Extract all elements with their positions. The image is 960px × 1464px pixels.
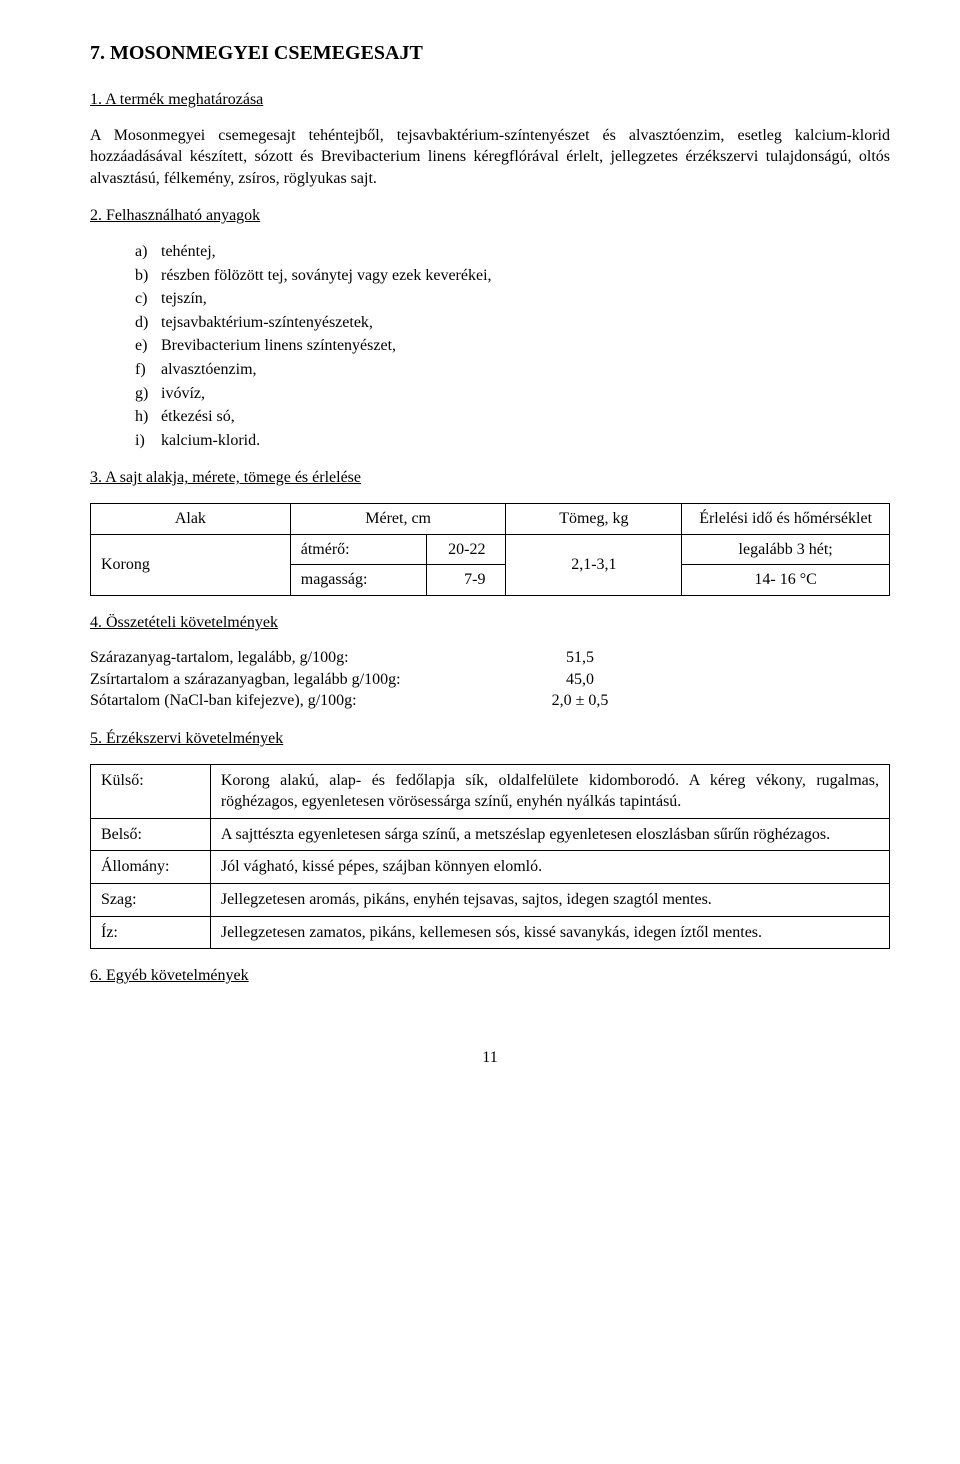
- sensory-desc: Korong alakú, alap- és fedőlapja sík, ol…: [210, 764, 889, 818]
- th-meret: Méret, cm: [290, 503, 506, 534]
- page-number: 11: [90, 1047, 890, 1069]
- list-letter: f): [135, 359, 161, 381]
- th-alak: Alak: [91, 503, 291, 534]
- section-1-head: 1. A termék meghatározása: [90, 89, 890, 111]
- list-item: c)tejszín,: [135, 288, 890, 310]
- composition-row: Szárazanyag-tartalom, legalább, g/100g:5…: [90, 647, 890, 669]
- shape-table: Alak Méret, cm Tömeg, kg Érlelési idő és…: [90, 503, 890, 596]
- list-item: f)alvasztóenzim,: [135, 359, 890, 381]
- sensory-desc: Jellegzetesen aromás, pikáns, enyhén tej…: [210, 884, 889, 917]
- sensory-desc: A sajttészta egyenletesen sárga színű, a…: [210, 818, 889, 851]
- composition-value: 45,0: [520, 669, 640, 691]
- composition-block: Szárazanyag-tartalom, legalább, g/100g:5…: [90, 647, 890, 712]
- list-letter: d): [135, 312, 161, 334]
- page-title: 7. MOSONMEGYEI CSEMEGESAJT: [90, 40, 890, 67]
- th-tomeg: Tömeg, kg: [506, 503, 682, 534]
- td-m2v: 7-9: [426, 565, 506, 596]
- td-e2: 14- 16 °C: [682, 565, 890, 596]
- sensory-table: Külső:Korong alakú, alap- és fedőlapja s…: [90, 764, 890, 950]
- composition-value: 51,5: [520, 647, 640, 669]
- td-m2l: magasság:: [290, 565, 426, 596]
- list-item: g)ivóvíz,: [135, 383, 890, 405]
- sensory-label: Külső:: [91, 764, 211, 818]
- composition-label: Sótartalom (NaCl-ban kifejezve), g/100g:: [90, 690, 520, 712]
- td-m1v: 20-22: [426, 534, 506, 565]
- section-2-head: 2. Felhasználható anyagok: [90, 205, 890, 227]
- section-1-body: A Mosonmegyei csemegesajt tehéntejből, t…: [90, 125, 890, 190]
- table-row: Külső:Korong alakú, alap- és fedőlapja s…: [91, 764, 890, 818]
- list-item: i)kalcium-klorid.: [135, 430, 890, 452]
- table-row: Szag:Jellegzetesen aromás, pikáns, enyhé…: [91, 884, 890, 917]
- sensory-desc: Jellegzetesen zamatos, pikáns, kellemese…: [210, 916, 889, 949]
- list-letter: h): [135, 406, 161, 428]
- th-erlelesi: Érlelési idő és hőmérséklet: [682, 503, 890, 534]
- list-item: e)Brevibacterium linens színtenyészet,: [135, 335, 890, 357]
- composition-row: Sótartalom (NaCl-ban kifejezve), g/100g:…: [90, 690, 890, 712]
- list-text: részben fölözött tej, soványtej vagy eze…: [161, 265, 492, 287]
- list-text: ivóvíz,: [161, 383, 205, 405]
- composition-label: Szárazanyag-tartalom, legalább, g/100g:: [90, 647, 520, 669]
- table-row: Belső:A sajttészta egyenletesen sárga sz…: [91, 818, 890, 851]
- td-shape: Korong: [91, 534, 291, 595]
- list-text: tehéntej,: [161, 241, 216, 263]
- list-text: étkezési só,: [161, 406, 235, 428]
- section-3-head: 3. A sajt alakja, mérete, tömege és érle…: [90, 467, 890, 489]
- td-mass: 2,1-3,1: [506, 534, 682, 595]
- list-item: h)étkezési só,: [135, 406, 890, 428]
- td-e1: legalább 3 hét;: [682, 534, 890, 565]
- list-letter: b): [135, 265, 161, 287]
- list-text: Brevibacterium linens színtenyészet,: [161, 335, 396, 357]
- ingredients-list: a)tehéntej,b)részben fölözött tej, sován…: [135, 241, 890, 451]
- list-letter: a): [135, 241, 161, 263]
- composition-label: Zsírtartalom a szárazanyagban, legalább …: [90, 669, 520, 691]
- list-letter: c): [135, 288, 161, 310]
- list-letter: g): [135, 383, 161, 405]
- list-item: b)részben fölözött tej, soványtej vagy e…: [135, 265, 890, 287]
- table-row: Íz:Jellegzetesen zamatos, pikáns, kellem…: [91, 916, 890, 949]
- list-letter: e): [135, 335, 161, 357]
- list-item: a)tehéntej,: [135, 241, 890, 263]
- list-text: tejsavbaktérium-színtenyészetek,: [161, 312, 373, 334]
- table-row: Állomány:Jól vágható, kissé pépes, szájb…: [91, 851, 890, 884]
- sensory-desc: Jól vágható, kissé pépes, szájban könnye…: [210, 851, 889, 884]
- sensory-label: Állomány:: [91, 851, 211, 884]
- section-5-head: 5. Érzékszervi követelmények: [90, 728, 890, 750]
- list-text: kalcium-klorid.: [161, 430, 260, 452]
- list-letter: i): [135, 430, 161, 452]
- sensory-label: Szag:: [91, 884, 211, 917]
- list-text: alvasztóenzim,: [161, 359, 257, 381]
- list-item: d)tejsavbaktérium-színtenyészetek,: [135, 312, 890, 334]
- sensory-label: Belső:: [91, 818, 211, 851]
- td-m1l: átmérő:: [290, 534, 426, 565]
- list-text: tejszín,: [161, 288, 207, 310]
- section-4-head: 4. Összetételi követelmények: [90, 612, 890, 634]
- composition-row: Zsírtartalom a szárazanyagban, legalább …: [90, 669, 890, 691]
- section-6-head: 6. Egyéb követelmények: [90, 965, 890, 987]
- composition-value: 2,0 ± 0,5: [520, 690, 640, 712]
- sensory-label: Íz:: [91, 916, 211, 949]
